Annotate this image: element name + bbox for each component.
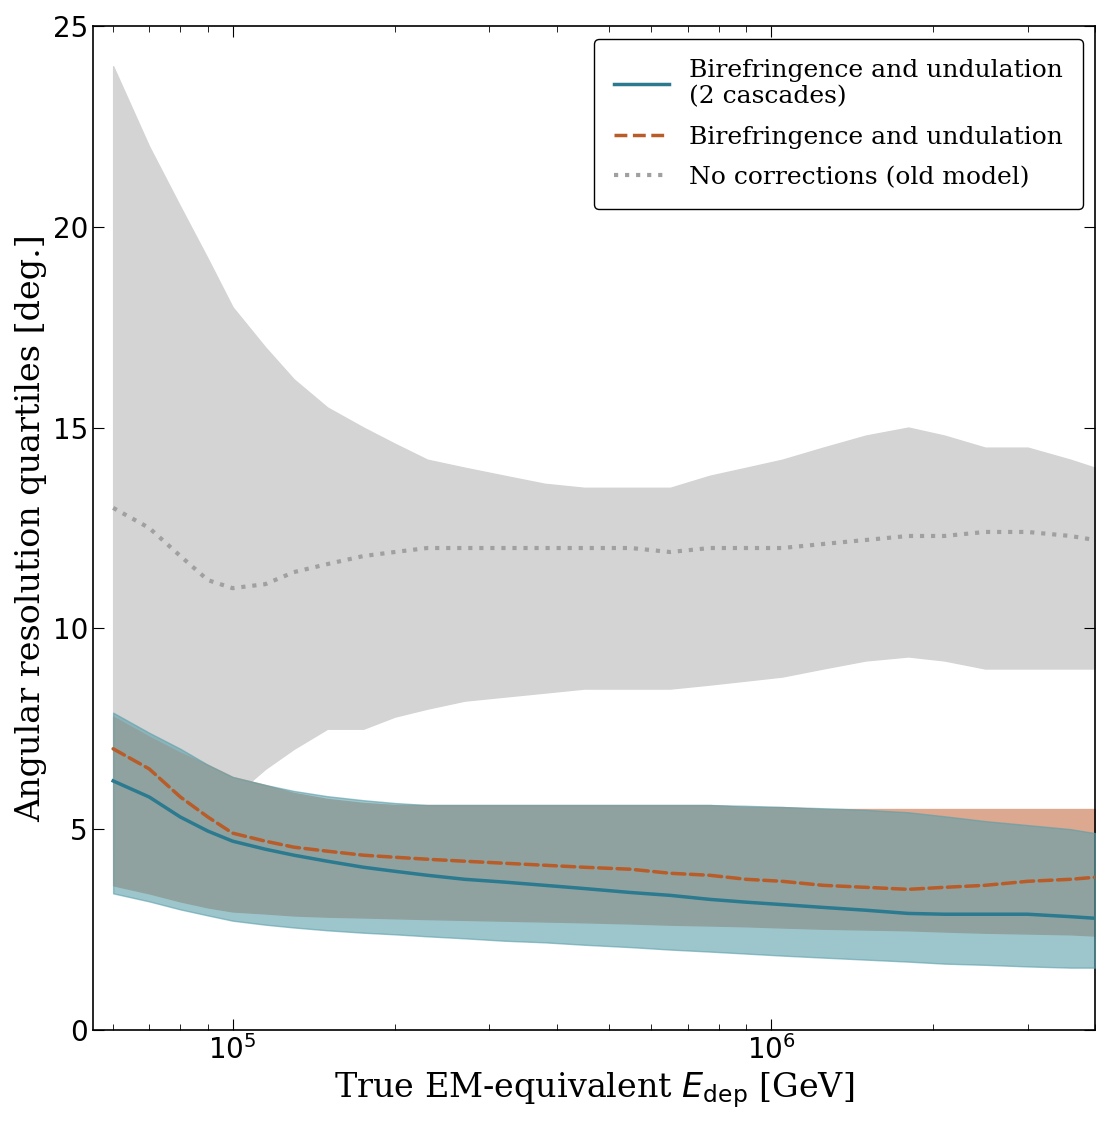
Y-axis label: Angular resolution quartiles [deg.]: Angular resolution quartiles [deg.] [16, 234, 47, 822]
X-axis label: True EM-equivalent $E_\mathrm{dep}$ [GeV]: True EM-equivalent $E_\mathrm{dep}$ [GeV… [334, 1070, 854, 1110]
Legend: Birefringence and undulation
(2 cascades), Birefringence and undulation, No corr: Birefringence and undulation (2 cascades… [594, 38, 1082, 209]
